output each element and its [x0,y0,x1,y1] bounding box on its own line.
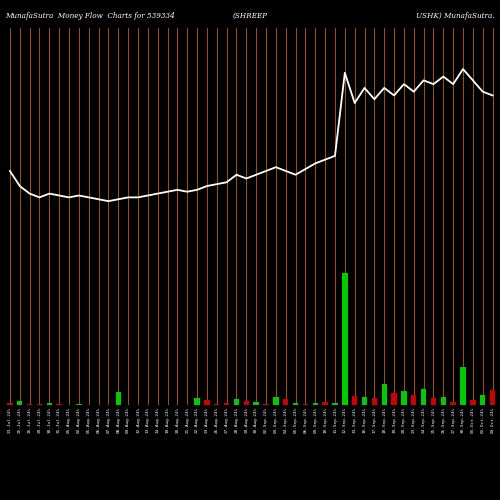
Bar [312,404,318,405]
Bar [470,400,476,405]
Bar [302,404,308,405]
Bar [116,392,121,405]
Bar [214,404,220,405]
Bar [460,367,466,405]
Bar [244,401,249,405]
Bar [37,404,42,405]
Bar [273,398,278,405]
Bar [264,404,268,405]
Bar [293,402,298,405]
Bar [392,392,397,405]
Bar [234,400,239,405]
Bar [332,402,338,405]
Bar [46,404,52,405]
Bar [194,398,200,405]
Bar [283,400,288,405]
Bar [204,400,210,405]
Bar [56,404,62,405]
Bar [480,394,486,405]
Bar [440,396,446,405]
Bar [322,402,328,405]
Text: USHK) MunafaSutra.: USHK) MunafaSutra. [416,12,495,20]
Bar [421,389,426,405]
Bar [450,402,456,405]
Bar [27,404,32,405]
Bar [490,390,496,405]
Bar [7,402,12,405]
Bar [382,384,387,405]
Bar [362,396,367,405]
Bar [431,398,436,405]
Bar [372,398,377,405]
Bar [224,402,230,405]
Bar [254,402,259,405]
Bar [352,396,358,405]
Bar [411,394,416,405]
Bar [401,391,406,405]
Bar [17,401,22,405]
Text: (SHREEP: (SHREEP [232,12,268,20]
Bar [342,273,347,405]
Bar [76,404,82,405]
Text: MunafaSutra  Money Flow  Charts for 539334: MunafaSutra Money Flow Charts for 539334 [5,12,175,20]
